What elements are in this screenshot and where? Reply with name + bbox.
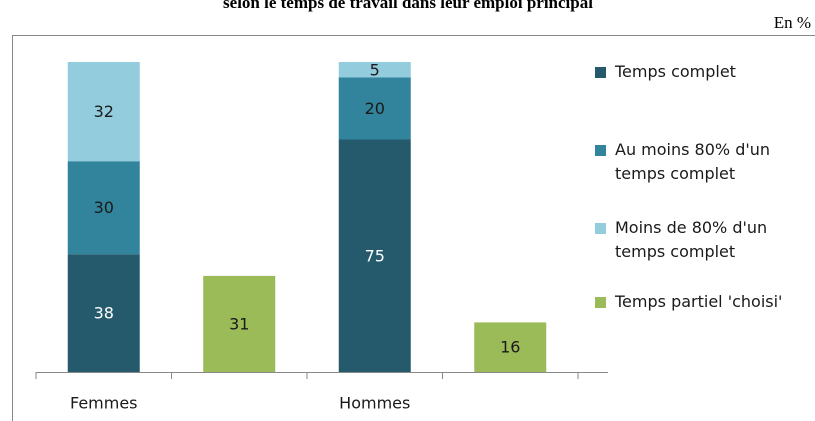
- legend-label: Au moins 80% d'un temps complet: [615, 140, 771, 183]
- data-label: 31: [229, 314, 249, 333]
- bar-segment: [203, 275, 276, 372]
- data-label: 30: [94, 198, 114, 217]
- x-tick-label: Femmes: [70, 394, 138, 413]
- data-label: 75: [365, 246, 385, 265]
- data-label: 20: [365, 99, 385, 118]
- legend-label: Temps complet: [615, 62, 736, 81]
- plot-frame: [12, 35, 815, 421]
- data-label: 5: [370, 60, 380, 79]
- chart-title: selon le temps de travail dans leur empl…: [223, 0, 593, 12]
- bar-segment: [67, 254, 140, 372]
- legend-swatch: [595, 223, 606, 234]
- legend-entry: Temps partiel 'choisi': [595, 290, 805, 314]
- x-tick-label: Hommes: [339, 394, 410, 413]
- legend-swatch: [595, 145, 606, 156]
- data-label: 16: [500, 338, 520, 357]
- legend-entry: Temps complet: [595, 60, 805, 84]
- bar-segment: [474, 322, 547, 372]
- data-label: 32: [94, 102, 114, 121]
- legend-entry: Au moins 80% d'un temps complet: [595, 138, 805, 186]
- data-label: 38: [94, 304, 114, 323]
- bar-segment: [338, 139, 411, 372]
- legend-swatch: [595, 67, 606, 78]
- legend-label: Moins de 80% d'un temps complet: [615, 218, 768, 261]
- unit-label: En %: [774, 13, 811, 32]
- bar-segment: [338, 62, 411, 78]
- legend-entry: Moins de 80% d'un temps complet: [595, 216, 805, 264]
- bar-segment: [67, 161, 140, 255]
- bar-segment: [67, 62, 140, 162]
- legend-label: Temps partiel 'choisi': [615, 292, 783, 311]
- bar-segment: [338, 77, 411, 140]
- legend-swatch: [595, 297, 606, 308]
